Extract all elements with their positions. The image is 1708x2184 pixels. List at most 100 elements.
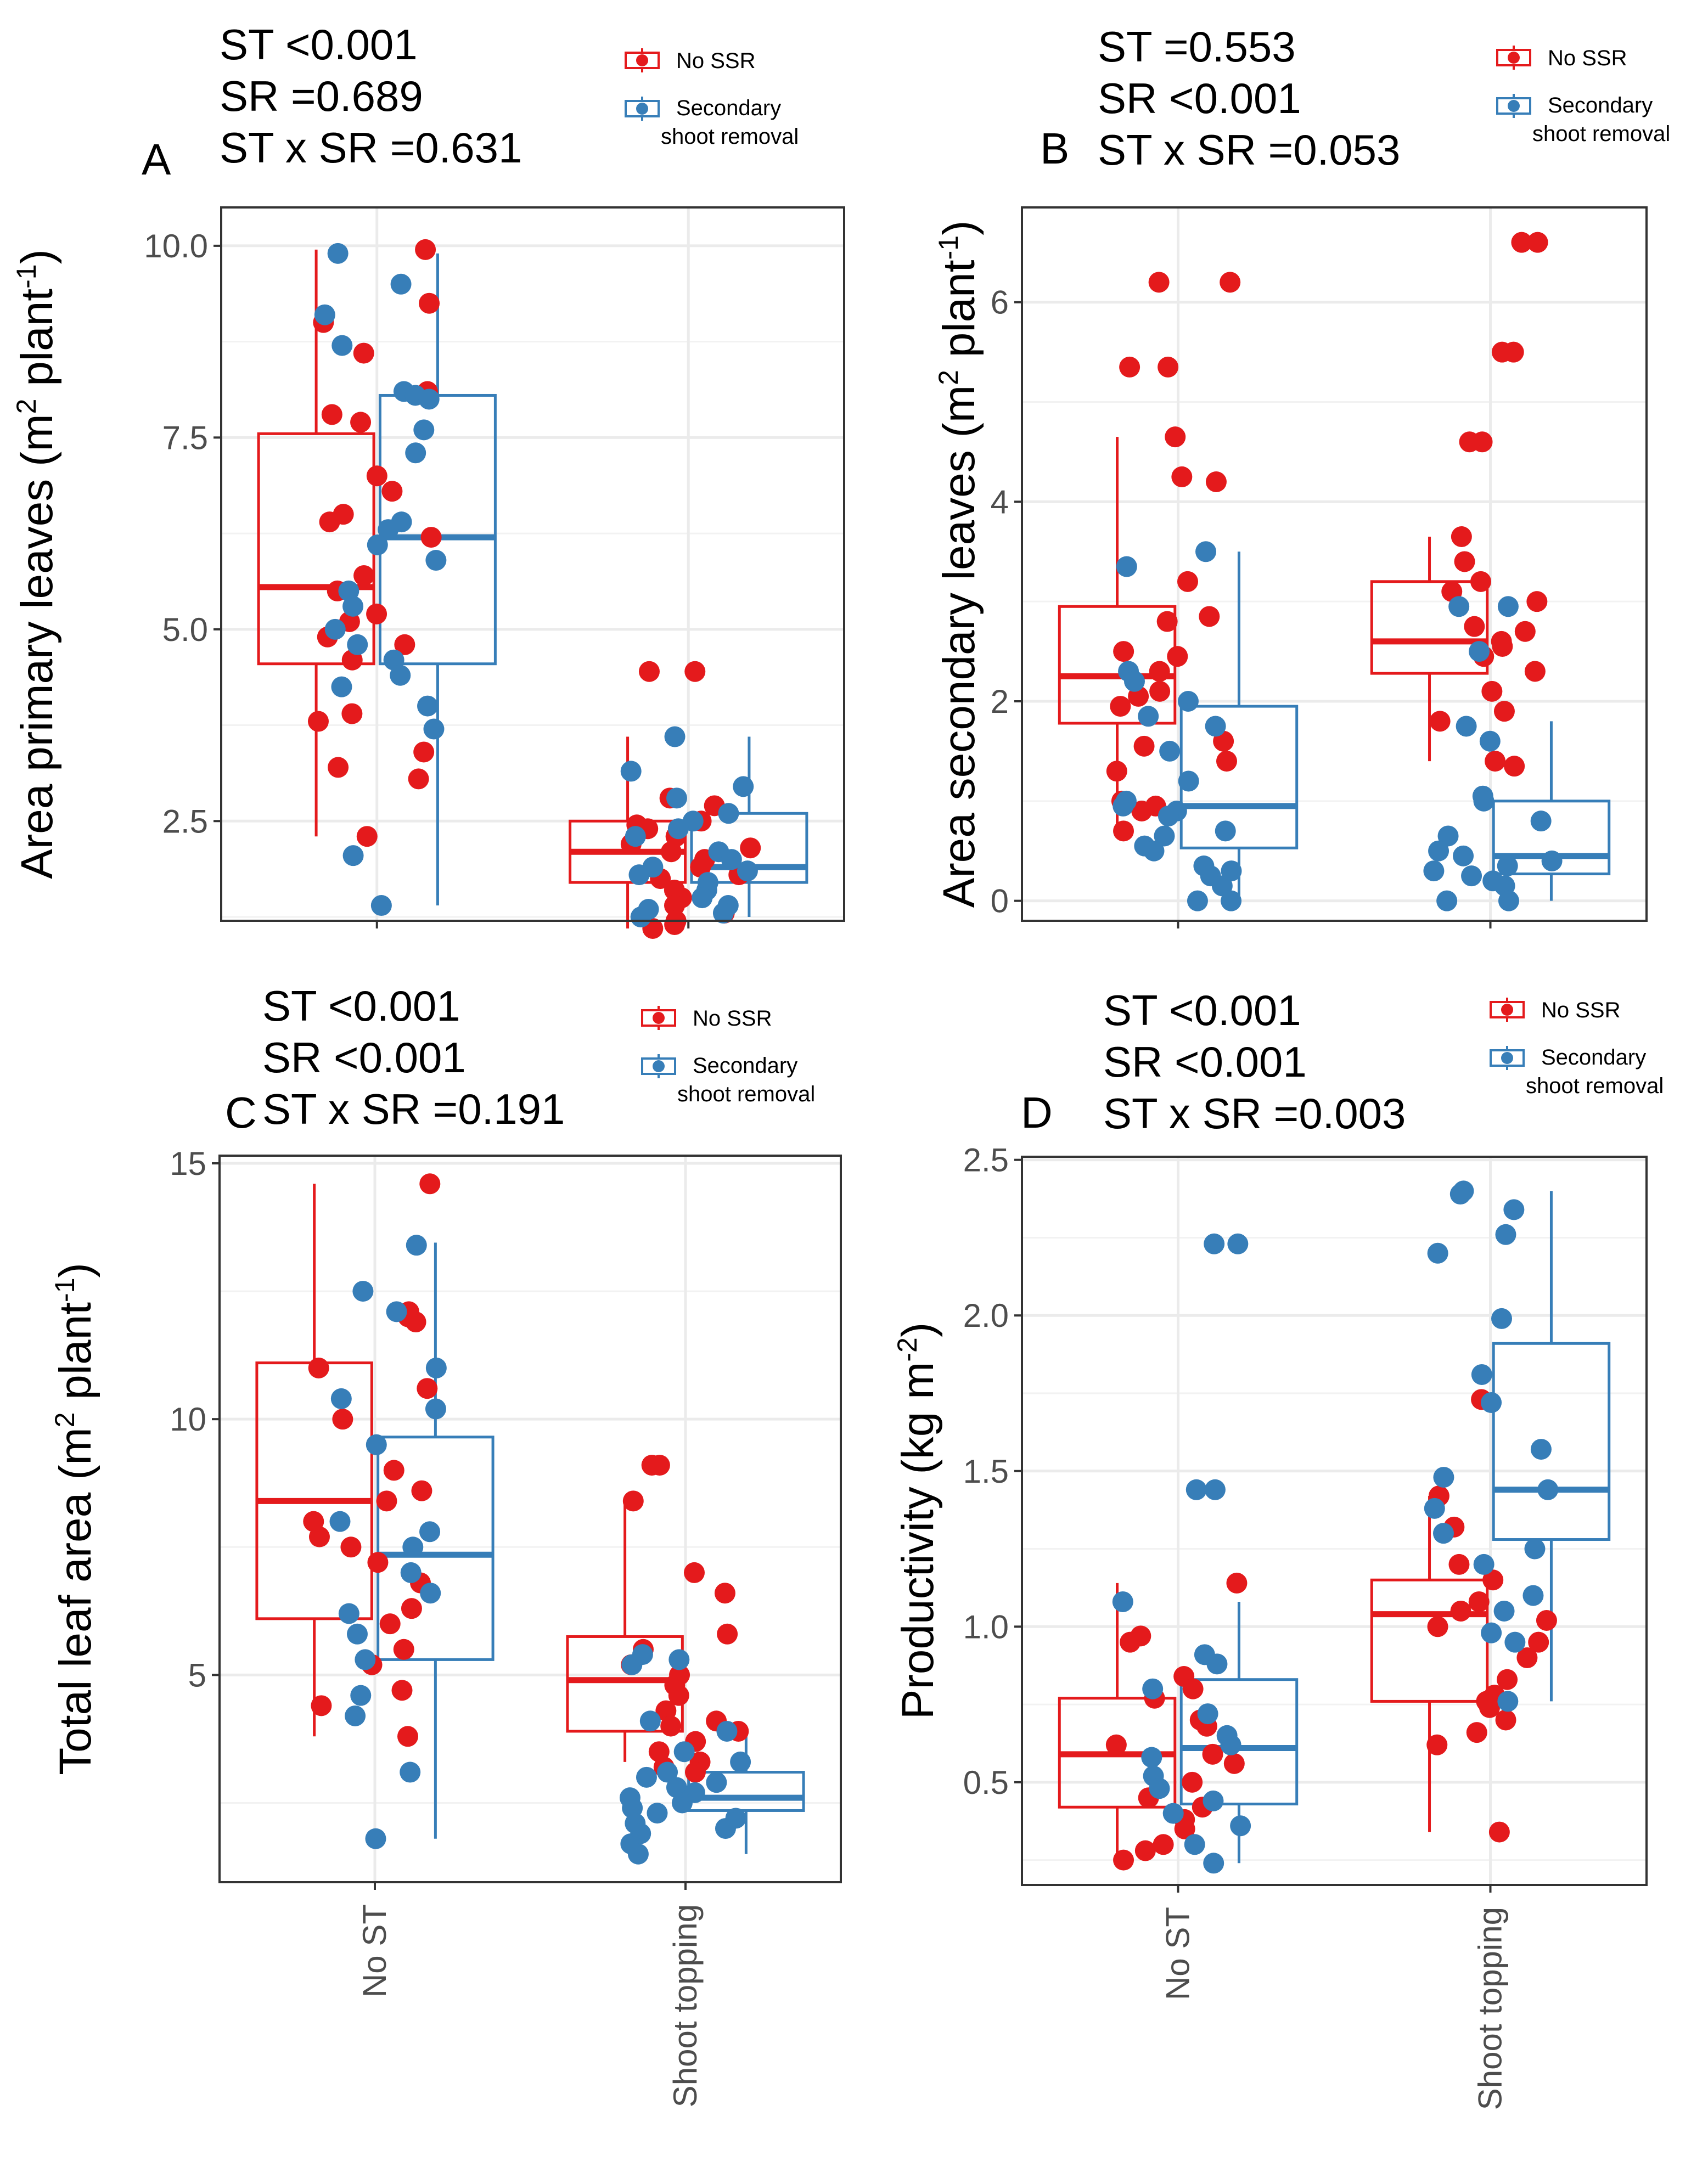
- data-point: [668, 1685, 689, 1706]
- data-point: [347, 634, 368, 655]
- stat-label: ST: [220, 20, 285, 69]
- stat-p-value: <0.001: [285, 20, 418, 69]
- legend-key-point: [653, 1060, 665, 1072]
- data-point: [1536, 1609, 1557, 1631]
- data-point: [330, 1388, 352, 1409]
- box: [1492, 1342, 1611, 1541]
- data-point: [1187, 890, 1208, 911]
- data-point: [1530, 810, 1552, 832]
- data-point: [366, 465, 387, 487]
- data-point: [1481, 1392, 1502, 1414]
- data-point: [1527, 232, 1548, 253]
- data-point: [418, 389, 440, 410]
- data-point: [1524, 661, 1546, 682]
- data-point: [327, 243, 349, 264]
- y-label-text: ): [12, 249, 62, 264]
- data-point: [307, 711, 329, 732]
- data-point: [684, 1761, 706, 1783]
- data-point: [1158, 806, 1179, 827]
- data-point: [1165, 426, 1186, 448]
- stat-label: ST x SR: [1103, 1089, 1274, 1138]
- data-point: [419, 1521, 441, 1543]
- data-point: [730, 1751, 751, 1772]
- y-label-superscript: 2: [933, 370, 964, 385]
- box: [377, 1436, 495, 1661]
- data-point: [413, 741, 435, 763]
- data-point: [394, 634, 415, 655]
- legend-key-ssr: [1490, 1046, 1525, 1070]
- y-axis-label: Total leaf area (m2 plant-1): [49, 1263, 100, 1775]
- data-point: [1481, 680, 1503, 702]
- data-point: [1177, 571, 1198, 592]
- stat-annotation: SR <0.001: [1103, 1038, 1307, 1086]
- y-axis-label: Area secondary leaves (m2 plant-1): [933, 221, 984, 908]
- data-point: [420, 1583, 441, 1604]
- legend-key-point: [1508, 52, 1520, 64]
- data-point: [1426, 1734, 1448, 1755]
- data-point: [1491, 1308, 1512, 1329]
- stat-label: ST: [262, 982, 328, 1030]
- data-point: [1186, 1479, 1207, 1500]
- y-label-superscript: -2: [892, 1337, 923, 1361]
- data-point: [1197, 1703, 1218, 1725]
- data-point: [1449, 1184, 1471, 1205]
- data-point: [350, 1685, 372, 1706]
- data-point: [638, 661, 660, 682]
- data-point: [673, 1741, 695, 1763]
- data-point: [1492, 636, 1513, 657]
- data-point: [1113, 820, 1134, 842]
- legend: No SSR Secondary shoot removal: [1490, 998, 1664, 1098]
- data-point: [413, 419, 435, 441]
- data-point: [1141, 1747, 1162, 1768]
- y-label-text: Total leaf area (m: [50, 1427, 100, 1775]
- stat-p-value: =0.053: [1268, 126, 1401, 174]
- data-point: [621, 1654, 643, 1675]
- data-point: [1123, 671, 1145, 692]
- data-point: [1138, 706, 1159, 727]
- data-point: [328, 757, 349, 778]
- y-tick-label: 2.5: [963, 1142, 1009, 1179]
- panel-border: [1021, 1156, 1648, 1886]
- data-point: [1468, 1591, 1490, 1612]
- y-label-superscript: -1: [933, 235, 964, 260]
- stat-annotation: ST x SR =0.631: [220, 123, 522, 172]
- data-point: [1131, 801, 1153, 821]
- data-point: [1110, 696, 1131, 717]
- data-point: [1195, 541, 1217, 562]
- panel-border: [218, 1155, 842, 1883]
- data-point: [647, 1803, 668, 1824]
- data-point: [1220, 1734, 1241, 1755]
- panel-A: 2.5 5.0 7.5 10.0 Area primary leaves (m2 pla…: [11, 20, 845, 939]
- data-point: [425, 1357, 447, 1378]
- y-tick-label: 15: [170, 1145, 206, 1182]
- plot-background: [1022, 1157, 1647, 1885]
- data-point: [649, 1455, 670, 1476]
- stat-annotation: ST x SR =0.053: [1098, 126, 1400, 174]
- stat-p-value: <0.001: [1175, 1038, 1307, 1086]
- data-point: [1436, 890, 1458, 911]
- data-point: [1433, 1467, 1454, 1488]
- y-tick-label: 0: [991, 883, 1009, 920]
- panel-D: 0.5 1.0 1.5 2.0 2.5 No ST Shoot topping Product…: [892, 986, 1664, 2110]
- legend-label-no-ssr: No SSR: [693, 1006, 772, 1031]
- data-point: [346, 1623, 368, 1645]
- data-point: [718, 803, 739, 824]
- x-tick-label: No ST: [356, 1904, 393, 1997]
- data-point: [715, 1818, 736, 1839]
- box: [1370, 580, 1489, 675]
- data-point: [311, 1695, 332, 1716]
- data-point: [1504, 1631, 1526, 1653]
- data-point: [356, 826, 378, 847]
- y-label-text: ): [934, 221, 984, 235]
- data-point: [378, 519, 399, 541]
- legend-label-no-ssr: No SSR: [1541, 998, 1621, 1022]
- data-point: [1227, 1233, 1249, 1254]
- data-point: [365, 1828, 386, 1849]
- data-point: [1481, 1622, 1502, 1643]
- data-point: [625, 826, 646, 847]
- y-tick-label: 10: [170, 1401, 206, 1438]
- data-point: [1479, 1697, 1501, 1718]
- y-tick-label: 6: [991, 284, 1009, 321]
- data-point: [331, 676, 352, 697]
- data-point: [1113, 795, 1134, 817]
